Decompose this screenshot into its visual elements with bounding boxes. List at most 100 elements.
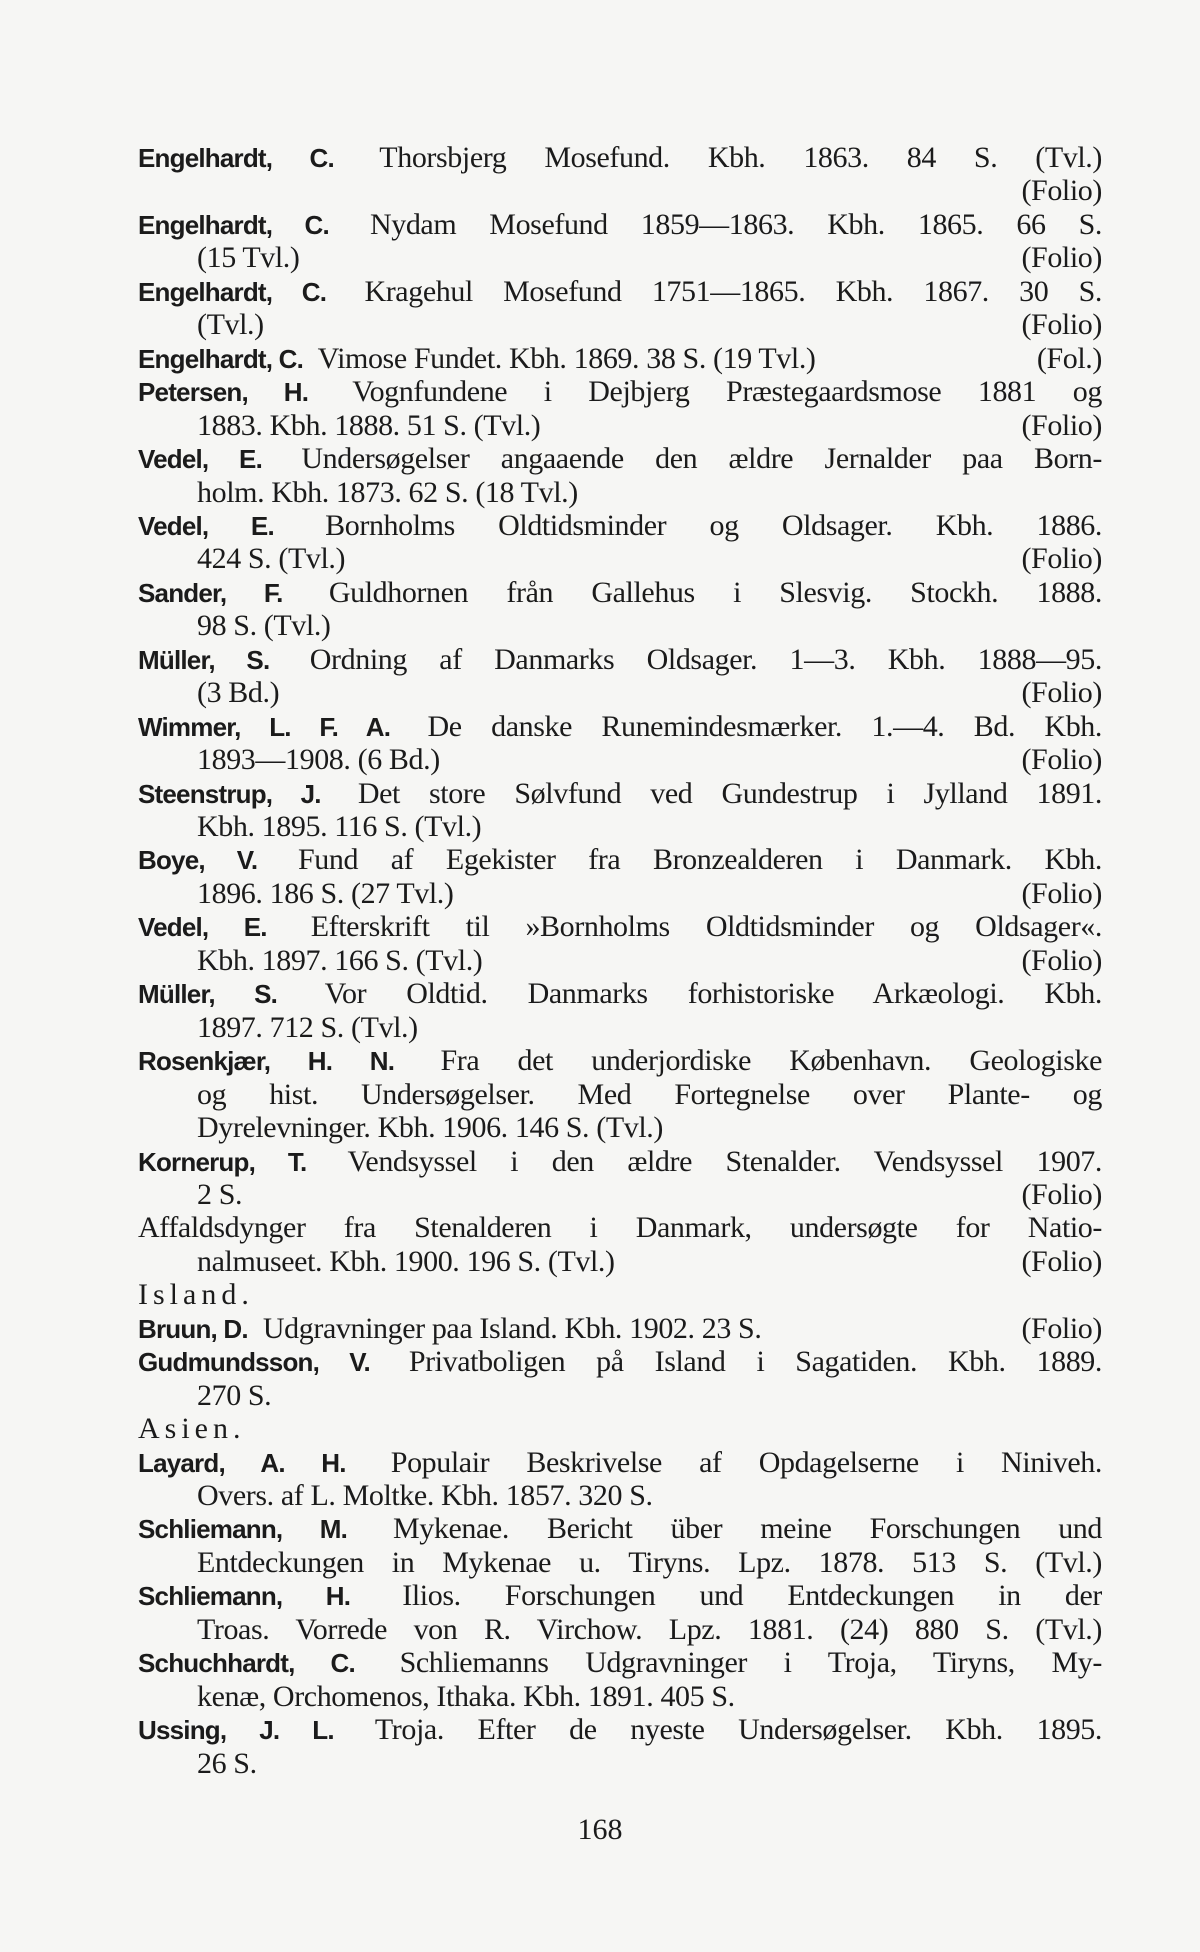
line-text: Kornerup, T. Vendsyssel i den ældre Sten… [138, 1145, 1102, 1179]
entry-text: Ilios. Forschungen und Entdeckungen in d… [402, 1579, 1102, 1613]
entry-text: Fund af Egekister fra Bronzealderen i Da… [298, 843, 1102, 877]
line-text: Engelhardt, C. Vimose Fundet. Kbh. 1869.… [138, 342, 1025, 376]
bibliography-line: Sander, F. Guldhornen från Gallehus i Sl… [138, 576, 1102, 610]
entry-text: Privatboligen på Island i Sagatiden. Kbh… [408, 1345, 1102, 1379]
bibliography-line: Schliemann, M. Mykenae. Bericht über mei… [138, 1512, 1102, 1546]
format-note: (Folio) [1021, 876, 1102, 910]
format-note: (Folio) [1021, 1244, 1102, 1278]
line-text: og hist. Undersøgelser. Med Fortegnelse … [197, 1078, 1102, 1112]
entry-text: 26 S. [197, 1746, 257, 1780]
author-name: Müller, S. [138, 979, 278, 1010]
author-name: Steenstrup, J. [138, 778, 322, 809]
entry-text: Overs. af L. Moltke. Kbh. 1857. 320 S. [197, 1479, 653, 1512]
bibliography-line: Schliemann, H. Ilios. Forschungen und En… [138, 1579, 1102, 1613]
entry-text: Vor Oldtid. Danmarks forhistoriske Arkæo… [324, 977, 1102, 1011]
entry-text: De danske Runemindesmærker. 1.—4. Bd. Kb… [427, 709, 1102, 743]
format-note: (Folio) [1021, 542, 1102, 576]
line-text: Engelhardt, C. Nydam Mosefund 1859—1863.… [138, 208, 1102, 242]
line-text: (Tvl.) [197, 308, 1009, 342]
entry-text: 1897. 712 S. (Tvl.) [197, 1010, 418, 1044]
line-text: Layard, A. H. Populair Beskrivelse af Op… [138, 1446, 1102, 1480]
line-text: Overs. af L. Moltke. Kbh. 1857. 320 S. [197, 1479, 1102, 1513]
format-note: (Folio) [1021, 743, 1102, 777]
author-name: Schliemann, H. [138, 1581, 351, 1612]
bibliography-line: Engelhardt, C. Vimose Fundet. Kbh. 1869.… [138, 342, 1102, 376]
line-text: Engelhardt, C. Thorsbjerg Mosefund. Kbh.… [138, 141, 1102, 175]
author-name: Engelhardt, C. [138, 276, 327, 307]
line-text: Entdeckungen in Mykenae u. Tiryns. Lpz. … [197, 1546, 1102, 1580]
entry-text: (Tvl.) [197, 308, 264, 342]
entry-text: Vendsyssel i den ældre Stenalder. Vendsy… [347, 1144, 1102, 1178]
line-text: holm. Kbh. 1873. 62 S. (18 Tvl.) [197, 476, 1102, 510]
line-text: Vedel, E. Bornholms Oldtidsminder og Old… [138, 509, 1102, 543]
entry-text: Vimose Fundet. Kbh. 1869. 38 S. (19 Tvl.… [317, 341, 816, 375]
entry-text: Efterskrift til »Bornholms Oldtidsminder… [310, 910, 1102, 944]
bibliography-line: Rosenkjær, H. N. Fra det underjordiske K… [138, 1044, 1102, 1078]
bibliography-line: 1897. 712 S. (Tvl.) [197, 1011, 1102, 1045]
author-name: Rosenkjær, H. N. [138, 1046, 395, 1077]
bibliography-line: Layard, A. H. Populair Beskrivelse af Op… [138, 1446, 1102, 1480]
bibliography-line: Gudmundsson, V. Privatboligen på Island … [138, 1345, 1102, 1379]
bibliography-line: Engelhardt, C. Thorsbjerg Mosefund. Kbh.… [138, 141, 1102, 175]
line-text: Müller, S. Vor Oldtid. Danmarks forhisto… [138, 977, 1102, 1011]
entry-text: (15 Tvl.) [197, 241, 300, 275]
author-name: Petersen, H. [138, 377, 309, 408]
line-text: 26 S. [197, 1747, 1102, 1781]
line-text: Island. [138, 1278, 1102, 1312]
entry-text: Mykenae. Bericht über meine Forschungen … [393, 1512, 1102, 1546]
bibliography-line: Müller, S. Ordning af Danmarks Oldsager.… [138, 643, 1102, 677]
author-name: Ussing, J. L. [138, 1715, 335, 1746]
line-text: 1893—1908. (6 Bd.) [197, 743, 1009, 777]
author-name: Vedel, E. [138, 912, 267, 943]
bibliography-line: Ussing, J. L. Troja. Efter de nyeste Und… [138, 1713, 1102, 1747]
line-text: Gudmundsson, V. Privatboligen på Island … [138, 1345, 1102, 1379]
entry-text: Populair Beskrivelse af Opdagelserne i N… [390, 1445, 1102, 1479]
line-text: Boye, V. Fund af Egekister fra Bronzeald… [138, 843, 1102, 877]
bibliography-line: 2 S. (Folio) [197, 1178, 1102, 1212]
format-note: (Folio) [1021, 943, 1102, 977]
bibliography-line: holm. Kbh. 1873. 62 S. (18 Tvl.) [197, 476, 1102, 510]
line-text: Ussing, J. L. Troja. Efter de nyeste Und… [138, 1713, 1102, 1747]
line-text: 2 S. [197, 1178, 1009, 1212]
entry-text: Kbh. 1897. 166 S. (Tvl.) [197, 943, 483, 977]
section-heading: Island. [138, 1278, 1102, 1312]
bibliography-line: Vedel, E. Efterskrift til »Bornholms Old… [138, 910, 1102, 944]
entry-text: Det store Sølvfund ved Gundestrup i Jyll… [357, 776, 1102, 810]
bibliography-line: Kbh. 1895. 116 S. (Tvl.) [197, 810, 1102, 844]
author-name: Engelhardt, C. [138, 209, 330, 240]
format-note: (Folio) [1021, 241, 1102, 275]
line-text: nalmuseet. Kbh. 1900. 196 S. (Tvl.) [197, 1245, 1009, 1279]
format-note: (Fol.) [1036, 341, 1103, 375]
author-name: Schliemann, M. [138, 1514, 348, 1545]
author-name: Gudmundsson, V. [138, 1347, 371, 1378]
entry-text: nalmuseet. Kbh. 1900. 196 S. (Tvl.) [197, 1244, 615, 1278]
entry-text: (3 Bd.) [197, 676, 280, 710]
entry-text: Entdeckungen in Mykenae u. Tiryns. Lpz. … [197, 1545, 1102, 1579]
bibliography-line: 98 S. (Tvl.) [197, 609, 1102, 643]
entry-text: 1893—1908. (6 Bd.) [197, 743, 440, 777]
line-text: Schliemann, H. Ilios. Forschungen und En… [138, 1579, 1102, 1613]
bibliography-line: Steenstrup, J. Det store Sølvfund ved Gu… [138, 777, 1102, 811]
bibliography-line: Engelhardt, C. Kragehul Mosefund 1751—18… [138, 275, 1102, 309]
entry-text: Affaldsdynger fra Stenalderen i Danmark,… [138, 1211, 1102, 1245]
bibliography-line: (3 Bd.) (Folio) [197, 676, 1102, 710]
line-text: 1897. 712 S. (Tvl.) [197, 1011, 1102, 1045]
line-text: Affaldsdynger fra Stenalderen i Danmark,… [138, 1211, 1102, 1245]
entry-text: Guldhornen från Gallehus i Slesvig. Stoc… [328, 575, 1102, 609]
bibliography-line: (15 Tvl.) (Folio) [197, 241, 1102, 275]
author-name: Vedel, E. [138, 510, 275, 541]
bibliography-line: kenæ, Orchomenos, Ithaka. Kbh. 1891. 405… [197, 1680, 1102, 1714]
author-name: Schuchhardt, C. [138, 1648, 356, 1679]
bibliography-line: (Folio) [197, 174, 1102, 208]
bibliography-line: Vedel, E. Undersøgelser angaaende den æl… [138, 442, 1102, 476]
bibliography-line: Müller, S. Vor Oldtid. Danmarks forhisto… [138, 977, 1102, 1011]
entry-text: Dyrelevninger. Kbh. 1906. 146 S. (Tvl.) [197, 1111, 663, 1145]
entry-text: 1883. Kbh. 1888. 51 S. (Tvl.) [197, 408, 541, 442]
line-text: Kbh. 1897. 166 S. (Tvl.) [197, 944, 1009, 978]
entry-text: 98 S. (Tvl.) [197, 609, 331, 643]
bibliography-line: 26 S. [197, 1747, 1102, 1781]
bibliography-line: Dyrelevninger. Kbh. 1906. 146 S. (Tvl.) [197, 1111, 1102, 1145]
bibliography-line: nalmuseet. Kbh. 1900. 196 S. (Tvl.) (Foli… [197, 1245, 1102, 1279]
bibliography-line: Entdeckungen in Mykenae u. Tiryns. Lpz. … [197, 1546, 1102, 1580]
bibliography-line: og hist. Undersøgelser. Med Fortegnelse … [197, 1078, 1102, 1112]
